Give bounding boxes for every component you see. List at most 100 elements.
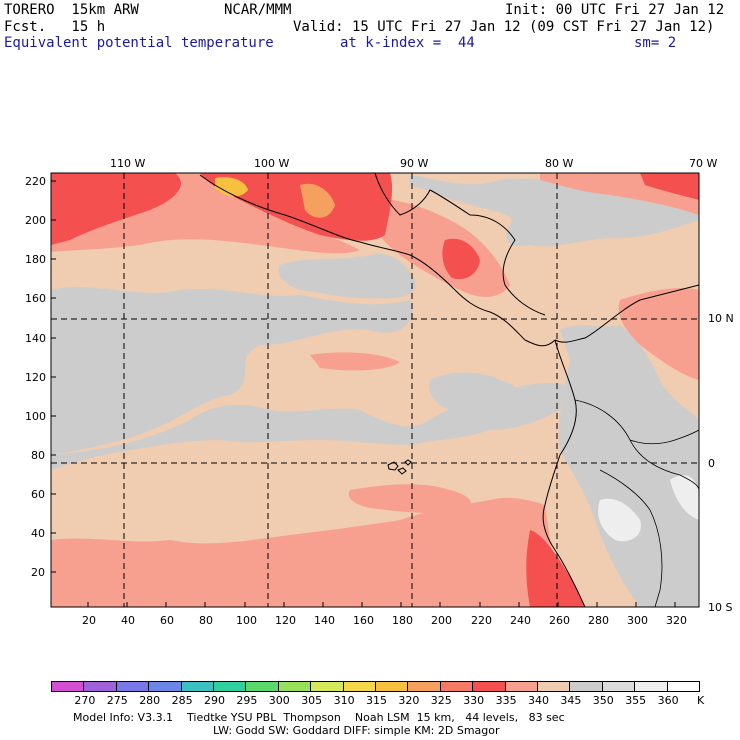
x-label: 20 <box>82 614 96 627</box>
legend-value: 300 <box>268 694 290 707</box>
red-region-ne <box>640 173 699 200</box>
x-label: 260 <box>549 614 570 627</box>
legend-value: 295 <box>236 694 258 707</box>
y-label: 200 <box>25 214 46 227</box>
lat-label-10n: 10 N <box>708 312 734 325</box>
y-label: 120 <box>25 371 46 384</box>
forecast-hour: Fcst. 15 h <box>4 19 106 35</box>
legend-value: 355 <box>625 694 647 707</box>
physics-info: LW: Godd SW: Goddard DIFF: simple KM: 2D… <box>213 724 500 737</box>
legend-value: 270 <box>74 694 96 707</box>
legend-value: 345 <box>560 694 582 707</box>
coastline-gulf <box>374 172 546 316</box>
legend-value: 340 <box>528 694 549 707</box>
legend-swatch <box>148 681 182 692</box>
salmon-region-sw <box>348 484 471 514</box>
x-label: 320 <box>666 614 687 627</box>
legend-swatch <box>537 681 571 692</box>
x-label: 240 <box>510 614 531 627</box>
legend-swatch <box>375 681 409 692</box>
legend-value: 310 <box>333 694 355 707</box>
orange-pocket-1 <box>215 177 248 197</box>
x-label: 100 <box>236 614 257 627</box>
level-label: at k-index = 44 <box>340 35 475 51</box>
legend-value: 335 <box>495 694 517 707</box>
legend-value: 320 <box>398 694 420 707</box>
red-region-mexico <box>200 173 393 241</box>
gray-region-central <box>278 253 416 299</box>
legend-swatch <box>245 681 279 692</box>
x-label: 160 <box>353 614 374 627</box>
legend-swatch <box>504 681 538 692</box>
legend-swatch <box>407 681 441 692</box>
lon-label-90w: 90 W <box>400 157 429 170</box>
red-region-nw <box>51 173 181 245</box>
lat-label-0: 0 <box>708 457 715 470</box>
legend-swatch <box>634 681 668 692</box>
legend-value: 330 <box>463 694 485 707</box>
x-label: 120 <box>275 614 296 627</box>
y-label: 100 <box>25 410 46 423</box>
salmon-region-south <box>51 497 560 607</box>
legend-swatch <box>180 681 214 692</box>
gray-region-east <box>558 325 699 607</box>
legend-swatch <box>666 681 700 692</box>
legend-value: 280 <box>139 694 161 707</box>
org-label: NCAR/MMM <box>224 2 292 18</box>
legend-unit: K <box>697 694 705 707</box>
legend-value: 285 <box>171 694 193 707</box>
grid-lines <box>51 173 699 607</box>
y-label: 140 <box>25 332 46 345</box>
x-label: 180 <box>392 614 413 627</box>
gray-region-mid <box>429 372 524 413</box>
init-time: Init: 00 UTC Fri 27 Jan 12 <box>505 2 725 18</box>
legend-value: 350 <box>592 694 614 707</box>
red-region-peru <box>526 530 585 607</box>
model-info: Model Info: V3.3.1 Tiedtke YSU PBL Thomp… <box>73 711 565 724</box>
x-label: 300 <box>627 614 648 627</box>
legend-swatch <box>51 681 85 692</box>
left-ticks <box>51 180 56 573</box>
gray-region-west <box>51 287 413 455</box>
legend-swatch <box>342 681 376 692</box>
legend-swatch <box>472 681 506 692</box>
lon-label-70w: 70 W <box>689 157 718 170</box>
y-label: 60 <box>31 488 45 501</box>
x-label: 220 <box>471 614 492 627</box>
y-label: 160 <box>25 292 46 305</box>
legend-swatch <box>601 681 636 692</box>
y-label: 40 <box>31 527 45 540</box>
legend-value: 360 <box>657 694 679 707</box>
red-region-guat <box>442 238 480 280</box>
lat-label-10s: 10 S <box>708 601 733 614</box>
legend-value: 325 <box>430 694 452 707</box>
orange-pocket-2 <box>300 183 335 218</box>
lon-label-110w: 110 W <box>110 157 146 170</box>
x-label: 200 <box>431 614 452 627</box>
x-label: 60 <box>160 614 174 627</box>
light-patch-andes <box>598 498 641 542</box>
light-patch-east <box>670 475 699 520</box>
legend-swatch <box>439 681 474 692</box>
model-title: TORERO 15km ARW <box>4 2 139 18</box>
coastline-south-america <box>542 284 700 608</box>
y-label: 180 <box>25 253 46 266</box>
bottom-ticks <box>87 602 676 607</box>
legend-swatch <box>277 681 312 692</box>
x-label: 80 <box>199 614 213 627</box>
y-label: 220 <box>25 175 46 188</box>
y-label: 20 <box>31 566 45 579</box>
legend-value: 275 <box>106 694 128 707</box>
map-frame <box>50 172 700 608</box>
legend-swatch <box>213 681 247 692</box>
legend-value: 290 <box>204 694 225 707</box>
x-label: 40 <box>121 614 135 627</box>
salmon-region-east <box>618 288 699 380</box>
legend-value: 305 <box>301 694 323 707</box>
field-name: Equivalent potential temperature <box>4 35 274 51</box>
y-label: 80 <box>31 449 45 462</box>
salmon-region-mid <box>310 352 400 371</box>
x-label: 280 <box>588 614 609 627</box>
legend-swatch <box>83 681 117 692</box>
